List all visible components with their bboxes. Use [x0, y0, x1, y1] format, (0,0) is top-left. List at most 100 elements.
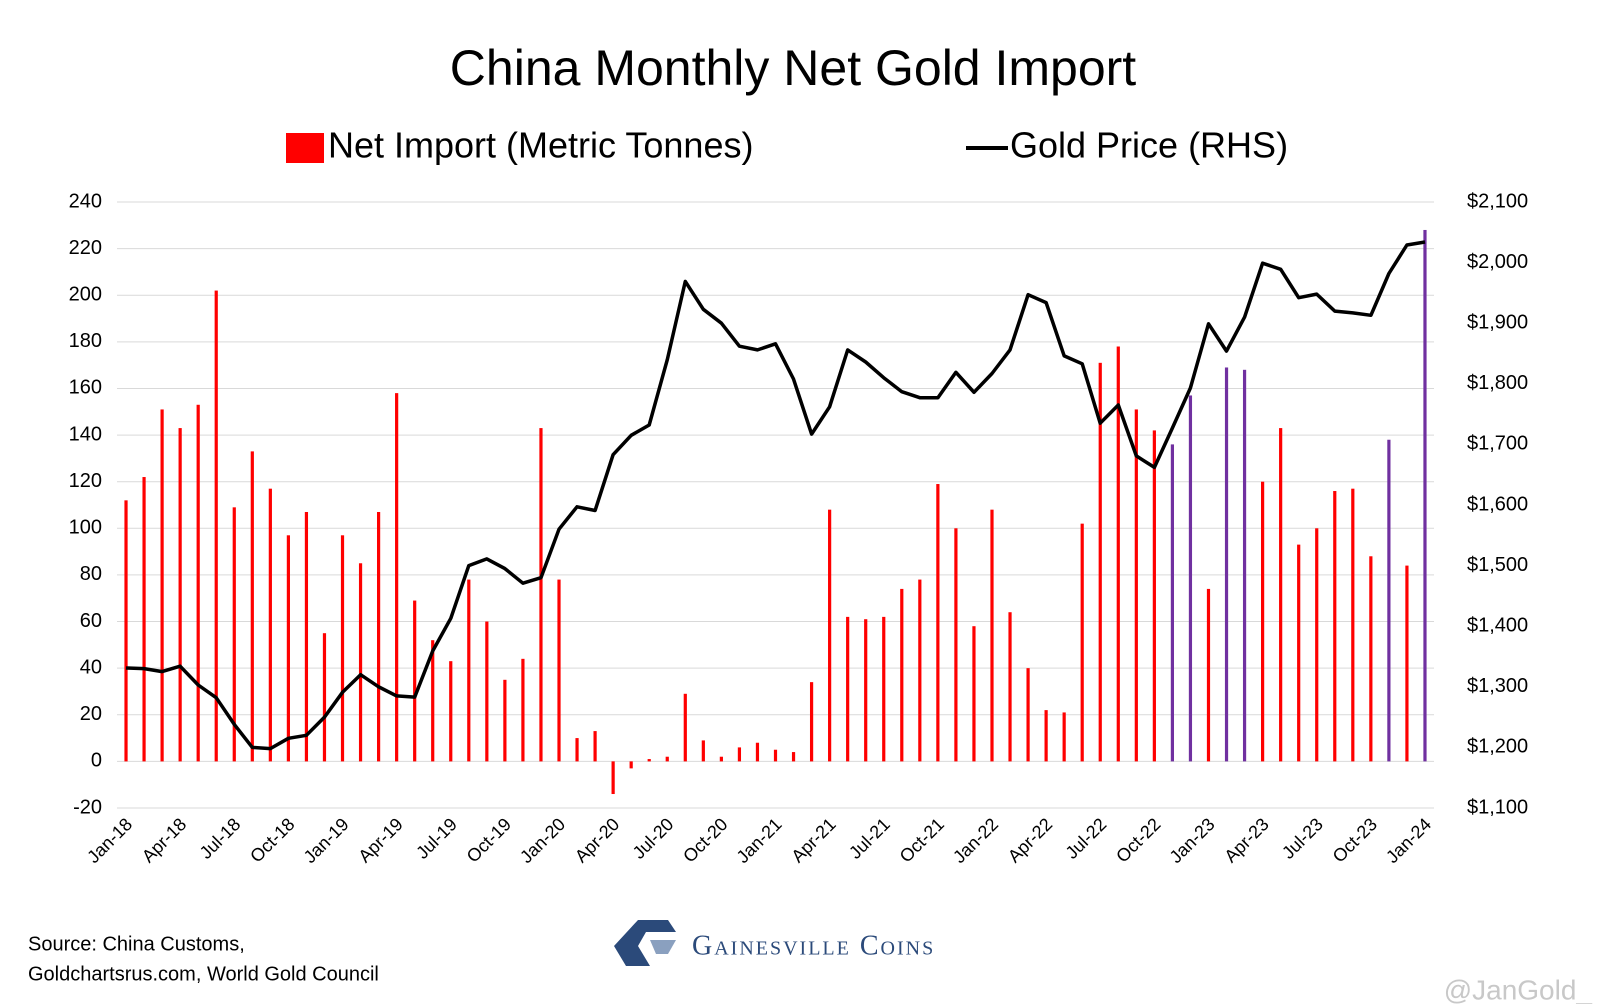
y-tick-label: 120 [69, 470, 102, 492]
x-tick-label: Jan-22 [949, 814, 1002, 867]
bar [1297, 544, 1301, 762]
bar [376, 511, 381, 762]
bar [1206, 588, 1211, 762]
bar [954, 528, 958, 762]
x-tick-label: Jul-19 [412, 814, 461, 863]
y2-tick-label: $1,900 [1467, 311, 1528, 333]
bar [304, 511, 309, 762]
bar [1188, 395, 1193, 762]
source: Source: China Customs, [28, 933, 245, 955]
bar [828, 509, 832, 762]
bar [701, 740, 705, 762]
bar [1224, 367, 1229, 762]
bar [1279, 428, 1283, 762]
price-line [125, 240, 1426, 751]
bar [485, 621, 489, 762]
bar [1315, 528, 1319, 762]
bar [683, 693, 687, 762]
legend-label: Net Import (Metric Tonnes) [328, 125, 753, 166]
watermark: @JanGold_ [1444, 974, 1593, 1004]
x-tick-label: Jul-23 [1278, 814, 1327, 863]
bar [1387, 439, 1391, 762]
y-tick-label: -20 [73, 796, 102, 818]
y-tick-label: 240 [69, 190, 102, 212]
x-tick-label: Oct-23 [1329, 814, 1381, 866]
bar [1351, 488, 1355, 762]
bar [737, 747, 742, 762]
x-tick-label: Oct-21 [896, 814, 948, 866]
y2-tick-label: $1,600 [1467, 493, 1528, 515]
logo-icon [614, 920, 676, 966]
bar [972, 626, 976, 762]
x-tick-label: Apr-22 [1004, 814, 1056, 866]
bar [1080, 523, 1084, 762]
x-tick-label: Oct-20 [679, 814, 731, 866]
bar [900, 588, 904, 762]
bar [809, 682, 814, 762]
y-tick-label: 0 [91, 750, 102, 772]
source: Goldchartsrus.com, World Gold Council [28, 963, 379, 985]
bar [990, 509, 994, 762]
x-tick-label: Jan-19 [300, 814, 353, 867]
bar [1044, 710, 1048, 762]
y-tick-label: 20 [80, 703, 102, 725]
x-tick-label: Oct-19 [463, 814, 515, 866]
x-tick-label: Jul-18 [196, 814, 245, 863]
x-tick-label: Jan-21 [733, 814, 786, 867]
bar [250, 451, 254, 762]
bar [1261, 481, 1265, 762]
bar [846, 616, 850, 762]
x-tick-label: Apr-20 [571, 814, 623, 866]
legend-label: Gold Price (RHS) [1010, 125, 1288, 166]
bar [178, 428, 182, 762]
y2-tick-label: $1,100 [1467, 796, 1528, 818]
bar [431, 640, 435, 762]
bar [1423, 229, 1427, 762]
bar [196, 404, 200, 762]
bar [918, 579, 922, 762]
y2-tick-label: $1,400 [1467, 614, 1528, 636]
bar [1152, 430, 1156, 762]
bar [936, 484, 940, 762]
bar [1405, 565, 1409, 762]
x-tick-label: Apr-18 [138, 814, 190, 866]
bar [124, 500, 128, 762]
bar [864, 619, 868, 762]
bar [521, 658, 525, 762]
bar [791, 752, 796, 762]
bar [268, 488, 272, 762]
bar [232, 507, 236, 762]
chart-title: China Monthly Net Gold Import [450, 40, 1137, 96]
x-tick-label: Jul-20 [629, 814, 678, 863]
bar [665, 756, 669, 762]
bar [467, 579, 471, 762]
bar [611, 761, 615, 795]
bar [1170, 444, 1175, 762]
bar [629, 761, 633, 769]
y2-tick-label: $1,700 [1467, 433, 1528, 455]
bar [539, 428, 543, 762]
y-tick-label: 80 [80, 563, 102, 585]
bar [1369, 556, 1373, 762]
x-tick-label: Jan-23 [1166, 814, 1219, 867]
x-tick-label: Jul-21 [845, 814, 894, 863]
x-tick-label: Apr-19 [354, 814, 406, 866]
bar [647, 759, 651, 762]
bar [449, 661, 453, 762]
bar [142, 477, 146, 762]
bar [503, 679, 507, 762]
bar [413, 600, 417, 762]
bar [755, 742, 760, 762]
y-tick-label: 140 [69, 423, 102, 445]
x-tick-label: Jan-18 [83, 814, 136, 867]
bar [214, 290, 218, 762]
bar [593, 731, 597, 762]
bar [773, 749, 778, 762]
y-tick-label: 220 [69, 237, 102, 259]
bar [1062, 712, 1066, 762]
bar [1008, 612, 1012, 762]
bar [160, 409, 164, 762]
y2-tick-label: $1,500 [1467, 554, 1528, 576]
y2-tick-label: $1,200 [1467, 736, 1528, 758]
